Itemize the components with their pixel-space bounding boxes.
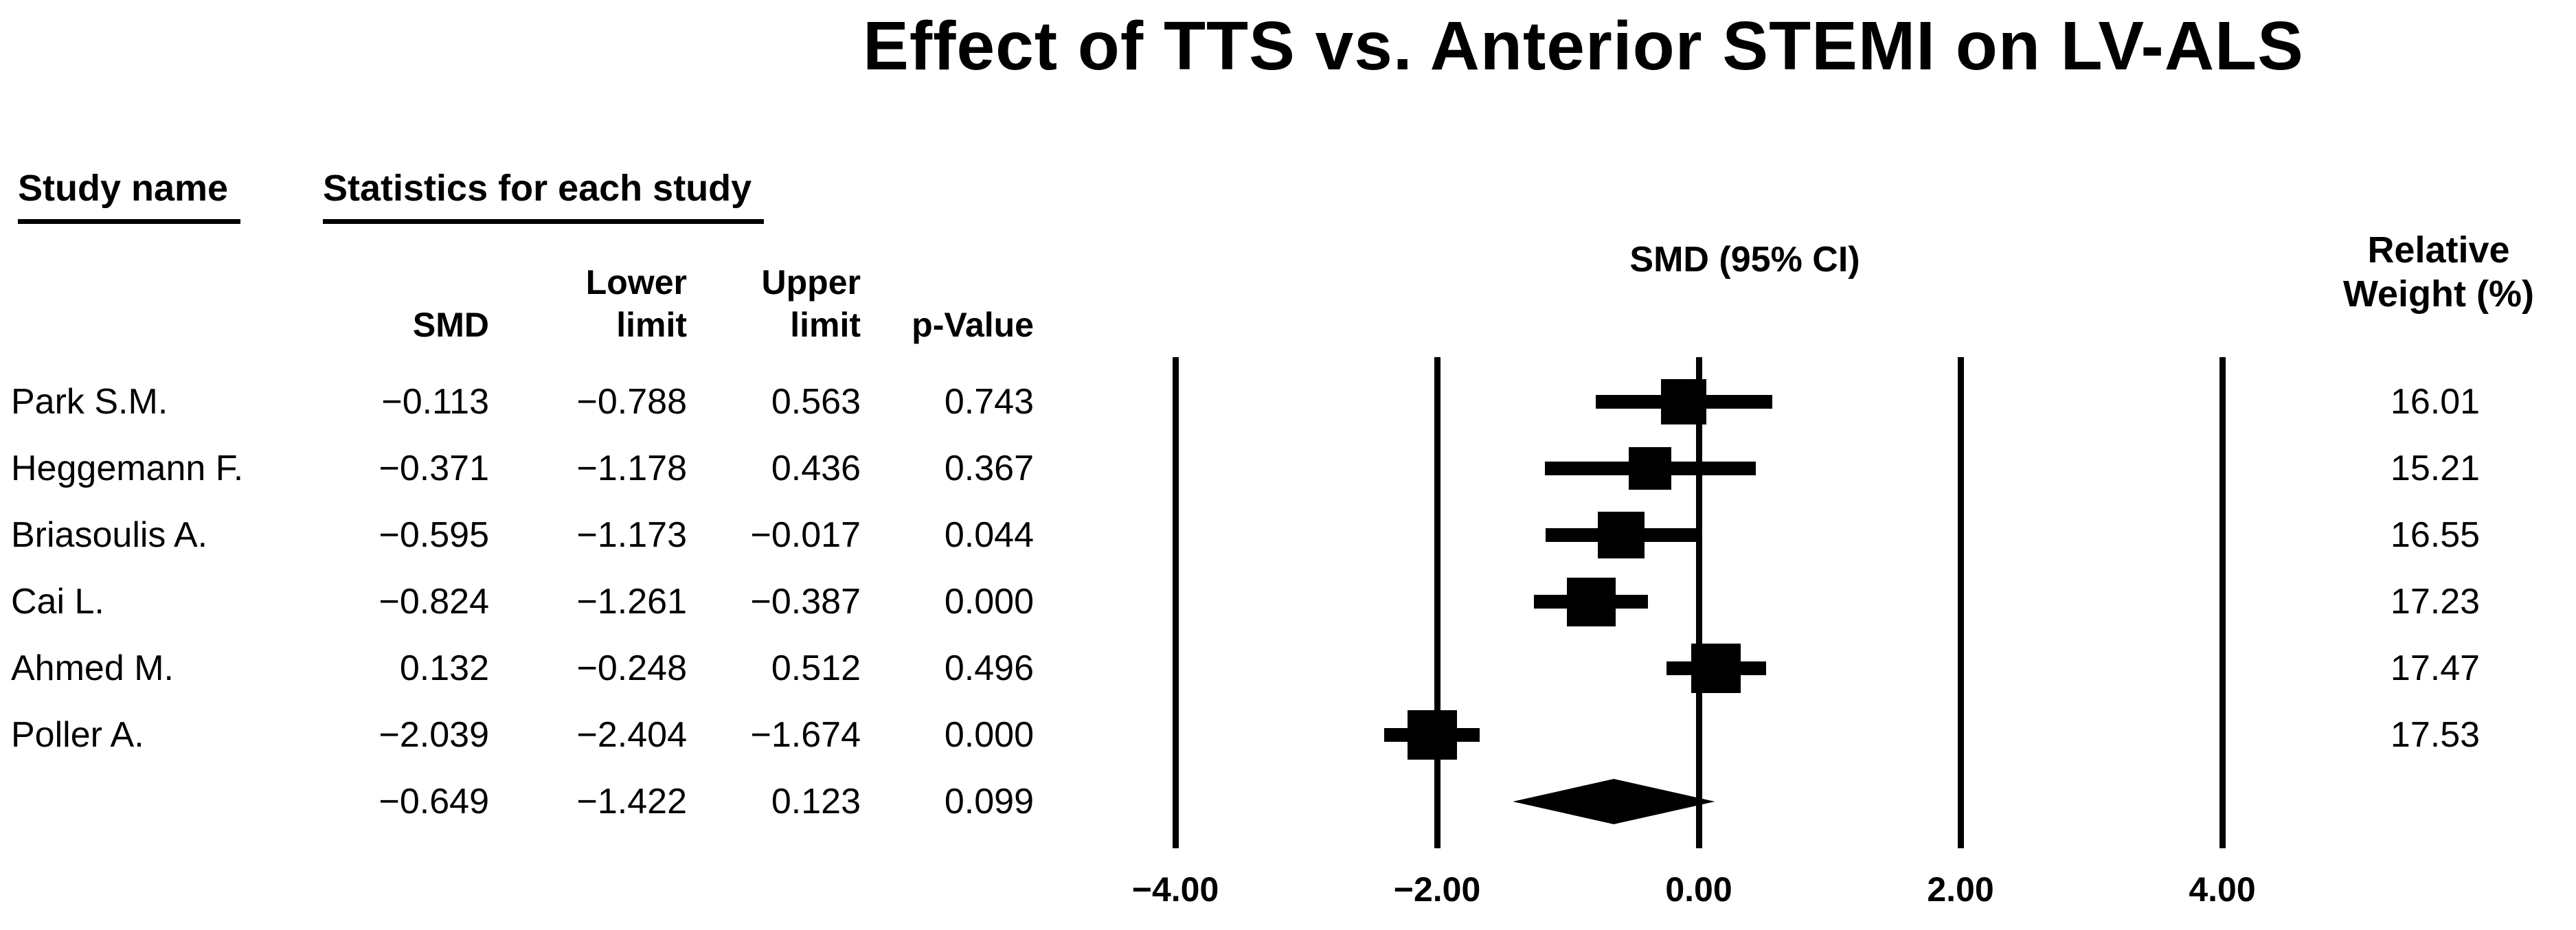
- axis-gridline: [1957, 357, 1964, 848]
- lower-cell: −1.261: [576, 582, 688, 622]
- effect-size-square: [1629, 447, 1672, 490]
- study-name-cell: Ahmed M.: [11, 648, 174, 688]
- effect-size-axis-header: SMD (95% CI): [1629, 240, 1860, 280]
- upper-cell: −0.387: [750, 582, 861, 622]
- lower-cell: −2.404: [576, 715, 688, 755]
- upper-cell: 0.436: [771, 449, 861, 488]
- study-name-cell: Poller A.: [11, 715, 144, 755]
- lower-cell: −1.422: [576, 782, 688, 821]
- statistics-group-header: Statistics for each study: [323, 167, 765, 224]
- effect-size-square: [1566, 577, 1616, 626]
- weight-cell: 17.53: [2390, 715, 2481, 755]
- axis-tick-label: −2.00: [1393, 870, 1481, 909]
- pvalue-cell: 0.743: [944, 382, 1034, 422]
- lower-limit-line1: Lower: [585, 263, 687, 302]
- axis-gridline: [2219, 357, 2226, 848]
- upper-cell: −1.674: [750, 715, 861, 755]
- lower-limit-line2: limit: [616, 306, 687, 344]
- lower-limit-column-header: Lower limit: [467, 261, 687, 346]
- upper-limit-column-header: Upper limit: [641, 261, 861, 346]
- pvalue-cell: 0.099: [944, 782, 1034, 821]
- smd-cell: −0.595: [379, 515, 490, 555]
- smd-cell: −2.039: [379, 715, 490, 755]
- weight-cell: 16.01: [2390, 382, 2481, 422]
- weight-cell: 17.47: [2390, 648, 2481, 688]
- study-name-cell: Cai L.: [11, 582, 104, 622]
- axis-tick-label: −4.00: [1131, 870, 1219, 909]
- upper-cell: 0.563: [771, 382, 861, 422]
- smd-cell: −0.371: [379, 449, 490, 488]
- relative-weight-column-header: Relative Weight (%): [2322, 228, 2555, 316]
- upper-limit-line2: limit: [790, 306, 861, 344]
- axis-tick-label: 0.00: [1665, 870, 1732, 909]
- lower-cell: −1.178: [576, 449, 688, 488]
- figure-title: Effect of TTS vs. Anterior STEMI on LV-A…: [863, 8, 2304, 84]
- axis-gridline: [1172, 357, 1179, 848]
- upper-limit-line1: Upper: [761, 263, 861, 302]
- effect-size-square: [1691, 644, 1741, 693]
- lower-cell: −0.248: [576, 648, 688, 688]
- smd-column-header: SMD: [412, 306, 489, 344]
- study-name-cell: Briasoulis A.: [11, 515, 208, 555]
- smd-cell: −0.824: [379, 582, 490, 622]
- weight-cell: 16.55: [2390, 515, 2481, 555]
- smd-cell: 0.132: [399, 648, 489, 688]
- lower-cell: −1.173: [576, 515, 688, 555]
- upper-cell: −0.017: [750, 515, 861, 555]
- relative-weight-header-line1: Relative: [2367, 229, 2510, 271]
- pvalue-cell: 0.000: [944, 715, 1034, 755]
- smd-cell: −0.649: [379, 782, 490, 821]
- study-name-cell: Park S.M.: [11, 382, 168, 422]
- pvalue-cell: 0.496: [944, 648, 1034, 688]
- effect-size-square: [1407, 710, 1457, 760]
- p-value-column-header: p-Value: [912, 306, 1034, 344]
- axis-tick-label: 4.00: [2189, 870, 2256, 909]
- axis-gridline: [1434, 357, 1440, 848]
- upper-cell: 0.123: [771, 782, 861, 821]
- effect-size-square: [1661, 379, 1707, 424]
- axis-gridline: [1695, 357, 1702, 848]
- pvalue-cell: 0.367: [944, 449, 1034, 488]
- weight-cell: 17.23: [2390, 582, 2481, 622]
- study-name-column-header: Study name: [18, 167, 241, 224]
- upper-cell: 0.512: [771, 648, 861, 688]
- study-name-cell: Heggemann F.: [11, 449, 244, 488]
- pvalue-cell: 0.000: [944, 582, 1034, 622]
- axis-tick-label: 2.00: [1927, 870, 1994, 909]
- overall-effect-diamond: [1513, 779, 1715, 824]
- pvalue-cell: 0.044: [944, 515, 1034, 555]
- effect-size-square: [1597, 512, 1645, 558]
- weight-cell: 15.21: [2390, 449, 2481, 488]
- smd-cell: −0.113: [381, 382, 489, 422]
- lower-cell: −0.788: [576, 382, 688, 422]
- relative-weight-header-line2: Weight (%): [2343, 273, 2534, 315]
